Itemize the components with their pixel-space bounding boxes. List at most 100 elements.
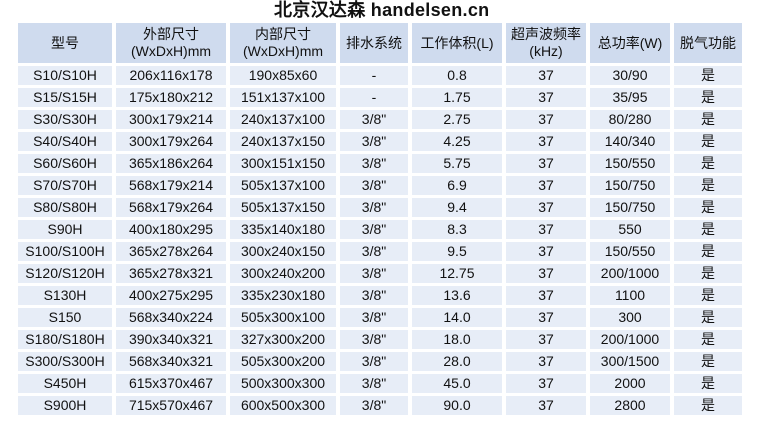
cell-inner-size: 505x137x100: [230, 176, 336, 195]
cell-degas: 是: [674, 66, 742, 85]
cell-volume: 1.75: [412, 88, 502, 107]
header-inner-size: 内部尺寸 (WxDxH)mm: [230, 23, 336, 63]
cell-model: S10/S10H: [18, 66, 112, 85]
cell-frequency: 37: [506, 132, 586, 151]
cell-degas: 是: [674, 330, 742, 349]
header-row: 型号 外部尺寸 (WxDxH)mm 内部尺寸 (WxDxH)mm 排水系统 工作体积(L…: [18, 23, 742, 63]
cell-power: 150/750: [590, 198, 670, 217]
cell-volume: 0.8: [412, 66, 502, 85]
cell-power: 80/280: [590, 110, 670, 129]
table-row: S100/S100H 365x278x264 300x240x150 3/8" 9.5 3…: [18, 242, 742, 261]
cell-power: 2000: [590, 374, 670, 393]
spec-table: 型号 外部尺寸 (WxDxH)mm 内部尺寸 (WxDxH)mm 排水系统 工作体积(L…: [14, 20, 746, 418]
header-frequency: 超声波频率 (kHz): [506, 23, 586, 63]
table-row: S120/S120H 365x278x321 300x240x200 3/8" 12.7…: [18, 264, 742, 283]
watermark: 北京汉达森 handelsen.cn: [274, 0, 490, 20]
cell-volume: 2.75: [412, 110, 502, 129]
cell-power: 300/1500: [590, 352, 670, 371]
cell-volume: 18.0: [412, 330, 502, 349]
cell-volume: 90.0: [412, 396, 502, 415]
cell-outer-size: 615x370x467: [116, 374, 226, 393]
cell-drain: -: [340, 88, 408, 107]
cell-inner-size: 190x85x60: [230, 66, 336, 85]
header-outer-size: 外部尺寸 (WxDxH)mm: [116, 23, 226, 63]
cell-power: 300: [590, 308, 670, 327]
cell-model: S15/S15H: [18, 88, 112, 107]
table-row: S90H 400x180x295 335x140x180 3/8" 8.3 37 550 是: [18, 220, 742, 239]
cell-degas: 是: [674, 396, 742, 415]
cell-volume: 13.6: [412, 286, 502, 305]
cell-volume: 4.25: [412, 132, 502, 151]
cell-degas: 是: [674, 154, 742, 173]
cell-inner-size: 600x500x300: [230, 396, 336, 415]
table-row: S180/S180H 390x340x321 327x300x200 3/8" 18.0…: [18, 330, 742, 349]
cell-frequency: 37: [506, 176, 586, 195]
header-model: 型号: [18, 23, 112, 63]
cell-model: S300/S300H: [18, 352, 112, 371]
cell-drain: 3/8": [340, 132, 408, 151]
cell-model: S450H: [18, 374, 112, 393]
table-row: S10/S10H 206x116x178 190x85x60-0.8 37 30/90 是: [18, 66, 742, 85]
table-row: S130H 400x275x295 335x230x180 3/8" 13.6 37 110…: [18, 286, 742, 305]
cell-model: S80/S80H: [18, 198, 112, 217]
cell-volume: 12.75: [412, 264, 502, 283]
cell-model: S60/S60H: [18, 154, 112, 173]
table-row: S80/S80H 568x179x264 505x137x150 3/8" 9.4 37 1…: [18, 198, 742, 217]
cell-inner-size: 335x140x180: [230, 220, 336, 239]
cell-drain: 3/8": [340, 264, 408, 283]
cell-frequency: 37: [506, 308, 586, 327]
cell-inner-size: 300x240x200: [230, 264, 336, 283]
cell-outer-size: 365x278x321: [116, 264, 226, 283]
cell-drain: 3/8": [340, 286, 408, 305]
cell-outer-size: 365x278x264: [116, 242, 226, 261]
cell-frequency: 37: [506, 286, 586, 305]
cell-model: S70/S70H: [18, 176, 112, 195]
cell-drain: 3/8": [340, 330, 408, 349]
table-row: S900H 715x570x467 600x500x300 3/8" 90.0 37 280…: [18, 396, 742, 415]
cell-inner-size: 151x137x100: [230, 88, 336, 107]
cell-inner-size: 500x300x300: [230, 374, 336, 393]
cell-power: 30/90: [590, 66, 670, 85]
table-row: S450H 615x370x467 500x300x300 3/8" 45.0 37 200…: [18, 374, 742, 393]
cell-outer-size: 300x179x264: [116, 132, 226, 151]
table-row: S60/S60H 365x186x264 300x151x150 3/8" 5.75 37…: [18, 154, 742, 173]
cell-degas: 是: [674, 88, 742, 107]
cell-drain: 3/8": [340, 352, 408, 371]
cell-frequency: 37: [506, 198, 586, 217]
cell-model: S40/S40H: [18, 132, 112, 151]
cell-outer-size: 568x340x321: [116, 352, 226, 371]
cell-inner-size: 505x137x150: [230, 198, 336, 217]
cell-model: S900H: [18, 396, 112, 415]
cell-volume: 8.3: [412, 220, 502, 239]
table-row: S15/S15H 175x180x212 151x137x100-1.75 37 35/…: [18, 88, 742, 107]
cell-outer-size: 400x275x295: [116, 286, 226, 305]
cell-volume: 45.0: [412, 374, 502, 393]
cell-frequency: 37: [506, 66, 586, 85]
cell-frequency: 37: [506, 330, 586, 349]
cell-inner-size: 240x137x150: [230, 132, 336, 151]
cell-drain: 3/8": [340, 396, 408, 415]
cell-drain: -: [340, 66, 408, 85]
cell-degas: 是: [674, 220, 742, 239]
cell-inner-size: 505x300x200: [230, 352, 336, 371]
table-row: S30/S30H 300x179x214 240x137x100 3/8" 2.75 37…: [18, 110, 742, 129]
cell-outer-size: 300x179x214: [116, 110, 226, 129]
cell-outer-size: 568x179x214: [116, 176, 226, 195]
cell-volume: 28.0: [412, 352, 502, 371]
cell-power: 150/550: [590, 154, 670, 173]
cell-model: S130H: [18, 286, 112, 305]
cell-drain: 3/8": [340, 308, 408, 327]
cell-frequency: 37: [506, 110, 586, 129]
cell-volume: 9.5: [412, 242, 502, 261]
cell-volume: 6.9: [412, 176, 502, 195]
cell-inner-size: 240x137x100: [230, 110, 336, 129]
header-power: 总功率(W): [590, 23, 670, 63]
cell-model: S120/S120H: [18, 264, 112, 283]
cell-model: S100/S100H: [18, 242, 112, 261]
cell-drain: 3/8": [340, 374, 408, 393]
cell-frequency: 37: [506, 264, 586, 283]
cell-power: 150/550: [590, 242, 670, 261]
cell-inner-size: 327x300x200: [230, 330, 336, 349]
cell-model: S150: [18, 308, 112, 327]
cell-volume: 5.75: [412, 154, 502, 173]
